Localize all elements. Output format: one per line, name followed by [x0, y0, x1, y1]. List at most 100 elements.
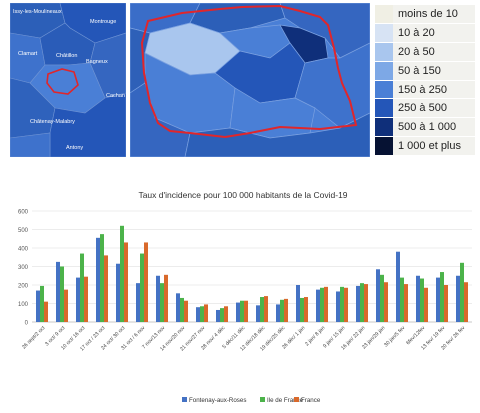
legend-swatch	[375, 137, 393, 156]
bar	[304, 297, 308, 322]
bar	[380, 274, 384, 322]
bar	[116, 263, 120, 322]
bar	[196, 307, 200, 322]
bar	[96, 237, 100, 322]
bar	[260, 297, 264, 322]
legend-label: Fontenay-aux-Roses	[189, 397, 246, 404]
bar	[104, 255, 108, 322]
bar	[400, 277, 404, 322]
bar	[56, 261, 60, 322]
bar	[384, 282, 388, 322]
legend-label: moins de 10	[393, 5, 475, 23]
bar	[76, 277, 80, 322]
legend-swatch	[182, 397, 187, 402]
bar	[60, 266, 64, 322]
legend-swatch	[260, 397, 265, 402]
bar	[264, 296, 268, 322]
bar	[440, 272, 444, 322]
bar	[204, 304, 208, 322]
legend-swatch	[375, 23, 393, 42]
y-tick-label: 100	[18, 302, 29, 308]
overview-map: Issy-les-Moulineaux Montrouge Clamart Ch…	[10, 3, 126, 157]
legend-row: 10 à 20	[375, 23, 475, 43]
bar	[80, 253, 84, 322]
map-label-chatillon: Châtillon	[56, 53, 77, 59]
bar	[300, 297, 304, 322]
map-label-clamart: Clamart	[18, 51, 38, 57]
bar	[320, 287, 324, 322]
legend-row: 150 à 250	[375, 80, 475, 100]
bar	[216, 309, 220, 322]
bars	[36, 225, 468, 322]
bar	[316, 289, 320, 322]
bar	[244, 300, 248, 322]
x-tick-label: 26 sept/2 oct	[21, 325, 47, 351]
legend-swatch	[375, 5, 393, 23]
map-label-chatenay: Châtenay-Malabry	[30, 119, 75, 125]
legend-label: France	[301, 397, 321, 404]
map-label-bagneux: Bagneux	[86, 59, 108, 65]
bar	[136, 283, 140, 322]
legend-swatch	[375, 118, 393, 137]
legend-swatch	[294, 397, 299, 402]
bar	[40, 285, 44, 322]
fontenay-outline-zoomed	[140, 4, 358, 139]
y-tick-label: 0	[25, 321, 29, 327]
y-tick-label: 600	[18, 210, 29, 216]
y-tick-label: 300	[18, 265, 29, 271]
bar	[164, 274, 168, 322]
legend-label: 50 à 150	[393, 61, 475, 80]
legend-label: 250 à 500	[393, 99, 475, 118]
bar	[84, 276, 88, 322]
bar	[416, 275, 420, 322]
bar	[184, 300, 188, 322]
legend-label: 150 à 250	[393, 80, 475, 99]
bar	[160, 283, 164, 322]
legend-row: 250 à 500	[375, 99, 475, 119]
bar	[356, 285, 360, 322]
bar	[176, 293, 180, 322]
bar	[456, 275, 460, 322]
legend-label: Ile de France	[267, 397, 304, 404]
bar	[436, 277, 440, 322]
bar	[236, 302, 240, 322]
legend-row: 1 000 et plus	[375, 137, 475, 157]
bar	[444, 285, 448, 322]
incidence-bar-chart: Taux d'incidence pour 100 000 habitants …	[18, 190, 472, 404]
bar	[220, 308, 224, 322]
bar	[404, 284, 408, 322]
zoomed-map	[130, 3, 370, 157]
bar	[156, 275, 160, 322]
bar	[280, 299, 284, 322]
bar	[344, 287, 348, 322]
bar	[144, 242, 148, 322]
bar	[124, 242, 128, 322]
bar	[120, 225, 124, 322]
chart-title: Taux d'incidence pour 100 000 habitants …	[138, 190, 347, 200]
bar	[364, 284, 368, 322]
legend-label: 20 à 50	[393, 42, 475, 61]
legend-label: 10 à 20	[393, 23, 475, 42]
bar	[180, 297, 184, 322]
bar	[296, 285, 300, 322]
legend-row: 500 à 1 000	[375, 118, 475, 138]
bar	[200, 306, 204, 322]
bar	[360, 283, 364, 322]
legend-row: 20 à 50	[375, 42, 475, 62]
map-label-montrouge: Montrouge	[90, 19, 116, 25]
map-label-cachan: Cachan	[106, 93, 125, 99]
bar	[396, 251, 400, 322]
fontenay-outline	[46, 68, 79, 95]
map-label-antony: Antony	[66, 145, 83, 151]
legend-label: 500 à 1 000	[393, 118, 475, 137]
bar	[44, 301, 48, 322]
x-tick-label: 30 jan/5 fev	[383, 325, 406, 348]
y-tick-label: 500	[18, 228, 29, 234]
y-tick-label: 400	[18, 247, 29, 253]
legend-swatch	[375, 61, 393, 80]
bar	[420, 278, 424, 322]
bar	[140, 253, 144, 322]
bar	[100, 234, 104, 322]
